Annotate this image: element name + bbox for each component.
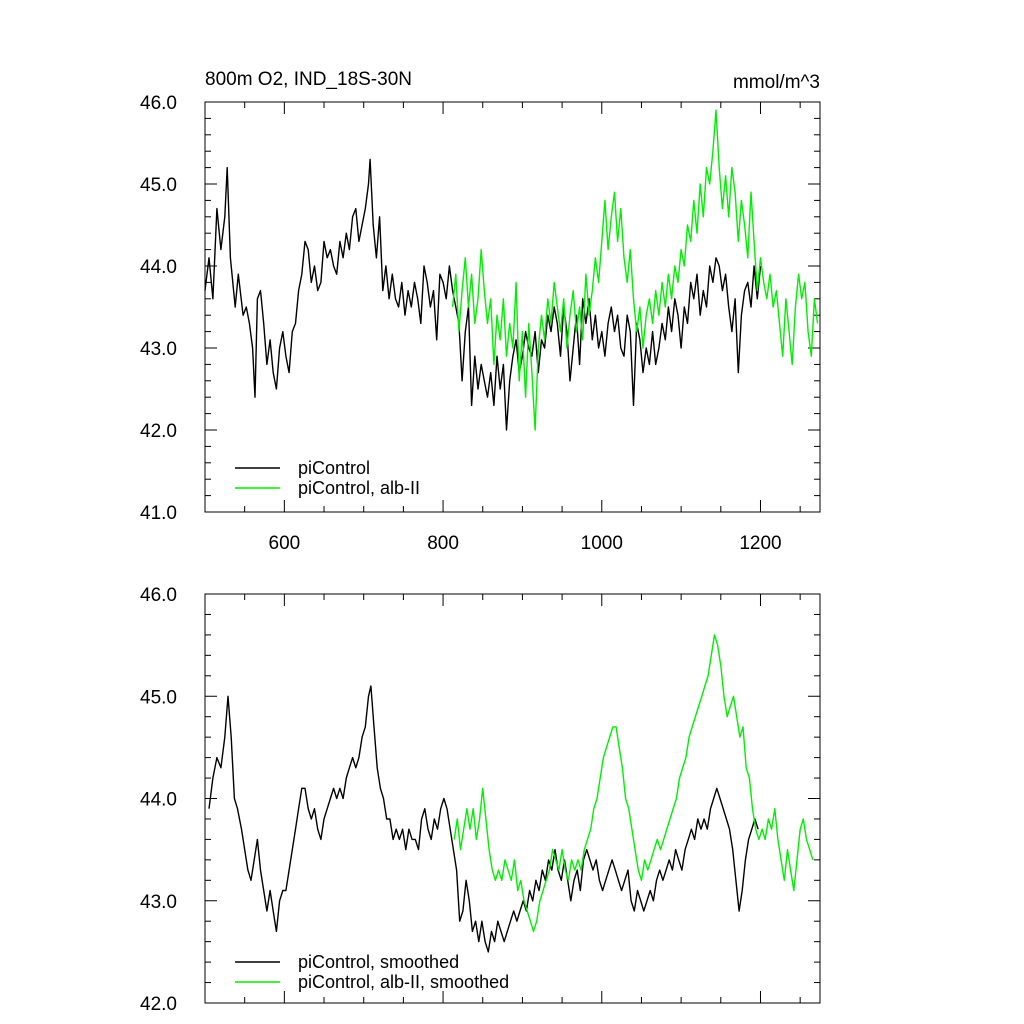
y-tick-label: 45.0: [140, 687, 177, 708]
series-line-1: [453, 634, 814, 933]
plot-frame: [204, 593, 821, 1004]
legend-label: piControl, smoothed: [298, 952, 459, 972]
top-panel: 800m O2, IND_18S-30N mmol/m^3 600 800 1000…: [140, 69, 821, 554]
y-tick-label: 46.0: [140, 585, 177, 606]
chart-title: 800m O2, IND_18S-30N: [205, 69, 412, 90]
bottom-plot-area: 42.0 43.0 44.0 45.0 46.0 piControl, smoothedp…: [140, 585, 821, 1015]
y-tick-label: 42.0: [140, 421, 177, 442]
y-tick-label: 44.0: [140, 257, 177, 278]
y-tick-label: 46.0: [140, 93, 177, 114]
series-line-0: [204, 158, 762, 431]
legend-label: piControl, alb-II: [298, 478, 420, 498]
plot-frame: [204, 101, 821, 513]
series-line-0: [208, 685, 759, 953]
units-label: mmol/m^3: [733, 72, 820, 93]
series-line-1: [451, 109, 819, 431]
bottom-panel: 42.0 43.0 44.0 45.0 46.0 piControl, smoothedp…: [140, 585, 821, 1015]
x-tick-label: 600: [269, 533, 301, 554]
y-tick-label: 43.0: [140, 892, 177, 913]
y-tick-label: 45.0: [140, 175, 177, 196]
y-tick-label: 44.0: [140, 790, 177, 811]
x-tick-label: 800: [427, 533, 459, 554]
y-tick-label: 41.0: [140, 503, 177, 524]
y-tick-label: 42.0: [140, 994, 177, 1015]
y-tick-label: 43.0: [140, 339, 177, 360]
x-tick-label: 1000: [581, 533, 623, 554]
top-plot-area: 600 800 1000 1200 41.0 42.0 43.0 44.0 45.0 46.0 pi…: [140, 93, 821, 554]
legend-label: piControl: [298, 458, 370, 478]
legend-label: piControl, alb-II, smoothed: [298, 972, 509, 992]
x-tick-label: 1200: [739, 533, 781, 554]
